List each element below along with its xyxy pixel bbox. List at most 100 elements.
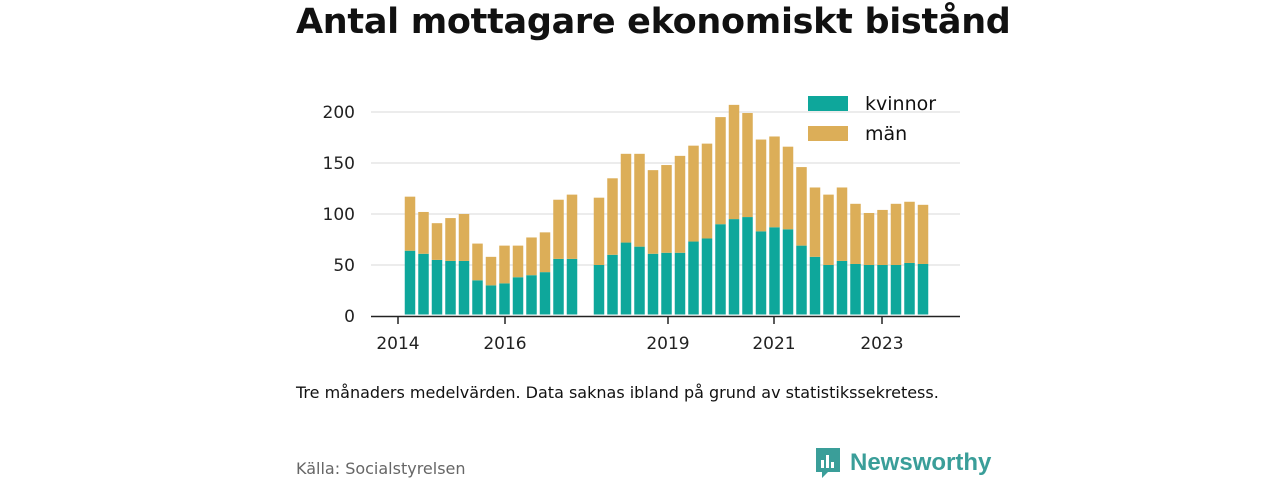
y-tick-label: 150 xyxy=(323,154,355,174)
bar-man xyxy=(877,209,888,265)
bar-kvinnor xyxy=(512,277,524,315)
bar-kvinnor xyxy=(674,252,686,315)
bar-kvinnor xyxy=(728,219,740,315)
bar-man xyxy=(539,232,551,273)
bar-man xyxy=(445,218,456,261)
chart-title: Antal mottagare ekonomiskt bistånd xyxy=(296,2,1011,42)
bar-man xyxy=(418,211,429,254)
y-tick-label: 50 xyxy=(333,256,355,276)
bar-man xyxy=(593,197,605,265)
bar-kvinnor xyxy=(418,253,429,315)
legend-label: män xyxy=(865,123,907,145)
bar-man xyxy=(755,139,767,232)
bar-kvinnor xyxy=(715,224,726,315)
bar-man xyxy=(769,136,780,228)
y-tick-label: 100 xyxy=(323,205,355,225)
bar-man xyxy=(404,196,416,251)
x-tick-label: 2019 xyxy=(646,334,689,354)
y-tick-label: 200 xyxy=(323,103,355,123)
x-tick-label: 2014 xyxy=(376,334,419,354)
bar-kvinnor xyxy=(566,258,578,315)
bars xyxy=(404,104,929,315)
bar-man xyxy=(701,143,713,239)
bar-kvinnor xyxy=(539,272,551,315)
bar-man xyxy=(458,214,470,261)
y-tick-label: 0 xyxy=(344,307,355,327)
x-tick-label: 2016 xyxy=(483,334,526,354)
bar-man xyxy=(823,194,834,265)
bar-man xyxy=(715,117,726,225)
bar-kvinnor xyxy=(701,238,713,315)
bar-kvinnor xyxy=(458,260,470,315)
brand[interactable]: Newsworthy xyxy=(814,446,991,480)
bar-kvinnor xyxy=(607,254,618,315)
newsworthy-logo-icon xyxy=(816,448,840,478)
bar-man xyxy=(728,104,740,220)
bar-kvinnor xyxy=(634,246,645,315)
bar-kvinnor xyxy=(904,262,915,315)
bar-man xyxy=(485,256,497,286)
legend-label: kvinnor xyxy=(865,93,936,115)
bar-kvinnor xyxy=(499,283,510,315)
bar-man xyxy=(890,203,902,265)
x-tick-label: 2021 xyxy=(752,334,795,354)
bar-man xyxy=(472,243,483,281)
bar-man xyxy=(782,146,794,230)
legend-swatch xyxy=(808,126,848,141)
bar-man xyxy=(917,204,929,264)
bar-man xyxy=(566,194,578,259)
chart: 0 50 100 150 200 2014 2016 2019 2021 2023 kvinno… xyxy=(323,93,960,354)
brand-name: Newsworthy xyxy=(850,449,992,476)
bar-kvinnor xyxy=(782,229,794,315)
bar-kvinnor xyxy=(742,217,753,315)
bar-kvinnor xyxy=(809,256,821,315)
bar-man xyxy=(688,145,699,242)
bar-man xyxy=(904,201,915,263)
bar-man xyxy=(634,153,645,247)
bar-man xyxy=(863,212,875,265)
y-axis: 0 50 100 150 200 xyxy=(323,103,355,327)
bar-kvinnor xyxy=(850,263,861,315)
legend: kvinnor män xyxy=(808,93,936,145)
bar-man xyxy=(620,153,632,243)
bar-man xyxy=(742,113,753,218)
bar-kvinnor xyxy=(823,265,834,315)
bar-man xyxy=(850,203,861,264)
bar-kvinnor xyxy=(593,265,605,315)
bar-man xyxy=(674,155,686,253)
bar-kvinnor xyxy=(661,252,672,315)
x-axis: 2014 2016 2019 2021 2023 xyxy=(376,317,904,354)
bar-kvinnor xyxy=(485,285,497,315)
bar-kvinnor xyxy=(553,258,564,315)
bar-man xyxy=(431,223,443,260)
bar-man xyxy=(661,165,672,253)
bar-kvinnor xyxy=(917,263,929,315)
legend-swatch xyxy=(808,96,848,111)
bar-kvinnor xyxy=(620,242,632,315)
source-text: Källa: Socialstyrelsen xyxy=(296,459,466,478)
bar-kvinnor xyxy=(431,259,443,315)
bar-kvinnor xyxy=(688,241,699,315)
bar-kvinnor xyxy=(526,275,537,315)
bar-kvinnor xyxy=(647,253,659,315)
bar-man xyxy=(499,245,510,284)
bar-man xyxy=(809,187,821,257)
bar-kvinnor xyxy=(796,245,807,315)
bar-kvinnor xyxy=(877,265,888,315)
bar-man xyxy=(647,170,659,254)
bar-kvinnor xyxy=(472,280,483,315)
bar-man xyxy=(526,237,537,276)
bar-kvinnor xyxy=(769,227,780,315)
bar-kvinnor xyxy=(863,265,875,315)
bar-man xyxy=(796,167,807,246)
chart-note: Tre månaders medelvärden. Data saknas ib… xyxy=(296,383,939,402)
bar-man xyxy=(512,245,524,278)
bar-kvinnor xyxy=(890,265,902,315)
bar-kvinnor xyxy=(445,260,456,315)
x-tick-label: 2023 xyxy=(860,334,903,354)
bar-kvinnor xyxy=(755,231,767,315)
bar-man xyxy=(836,187,848,261)
bar-kvinnor xyxy=(836,260,848,315)
bar-man xyxy=(607,178,618,255)
bar-kvinnor xyxy=(404,250,416,315)
